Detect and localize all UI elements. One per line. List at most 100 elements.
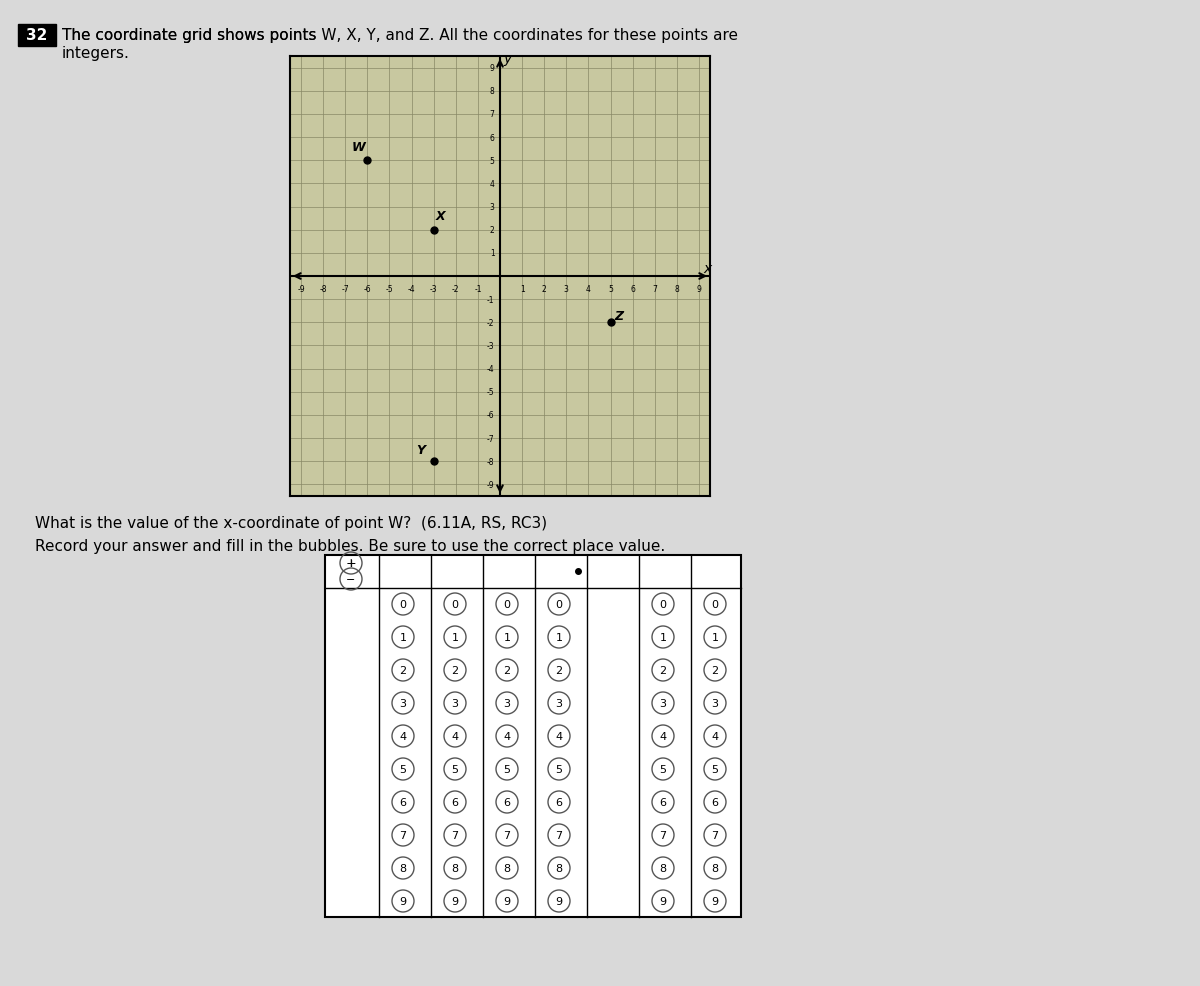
Text: 1: 1 xyxy=(660,632,666,642)
Text: 4: 4 xyxy=(556,732,563,741)
Text: 7: 7 xyxy=(504,830,510,840)
Text: X: X xyxy=(436,210,445,223)
Text: 3: 3 xyxy=(400,698,407,708)
Text: Z: Z xyxy=(614,310,624,322)
Text: 7: 7 xyxy=(653,285,658,294)
Text: -1: -1 xyxy=(474,285,481,294)
Text: 4: 4 xyxy=(712,732,719,741)
Text: 5: 5 xyxy=(712,764,719,774)
Text: 8: 8 xyxy=(712,863,719,874)
Text: 0: 0 xyxy=(400,599,407,609)
Text: 4: 4 xyxy=(586,285,590,294)
Text: 2: 2 xyxy=(660,666,666,675)
Text: 8: 8 xyxy=(674,285,679,294)
Text: 6: 6 xyxy=(400,798,407,808)
Text: 32: 32 xyxy=(26,29,48,43)
Text: 9: 9 xyxy=(696,285,701,294)
Text: 5: 5 xyxy=(451,764,458,774)
Text: 6: 6 xyxy=(504,798,510,808)
Text: 5: 5 xyxy=(400,764,407,774)
Text: 0: 0 xyxy=(660,599,666,609)
Text: 1: 1 xyxy=(490,249,494,258)
Text: 1: 1 xyxy=(400,632,407,642)
Text: -3: -3 xyxy=(430,285,438,294)
Text: 8: 8 xyxy=(490,87,494,97)
Text: Record your answer and fill in the bubbles. Be sure to use the correct place val: Record your answer and fill in the bubbl… xyxy=(35,539,665,554)
Text: W: W xyxy=(352,141,366,154)
Text: 9: 9 xyxy=(556,896,563,906)
Text: 3: 3 xyxy=(504,698,510,708)
Text: What is the value of the x-coordinate of point W?  (6.11A, RS, RC3): What is the value of the x-coordinate of… xyxy=(35,516,547,531)
Text: Y: Y xyxy=(416,444,425,457)
Text: -1: -1 xyxy=(487,296,494,305)
Text: 9: 9 xyxy=(490,64,494,73)
Text: 1: 1 xyxy=(451,632,458,642)
Text: -8: -8 xyxy=(487,458,494,466)
Text: +: + xyxy=(347,558,355,568)
Text: 8: 8 xyxy=(504,863,510,874)
Text: 2: 2 xyxy=(712,666,719,675)
Text: -7: -7 xyxy=(487,434,494,443)
Text: 7: 7 xyxy=(451,830,458,840)
Text: 3: 3 xyxy=(712,698,719,708)
Text: 1: 1 xyxy=(556,632,563,642)
Text: -3: -3 xyxy=(487,341,494,351)
Text: 6: 6 xyxy=(712,798,719,808)
Text: 9: 9 xyxy=(400,896,407,906)
Text: 5: 5 xyxy=(504,764,510,774)
Text: 9: 9 xyxy=(504,896,510,906)
Text: -9: -9 xyxy=(298,285,305,294)
Text: -8: -8 xyxy=(319,285,326,294)
Text: 2: 2 xyxy=(556,666,563,675)
Text: 9: 9 xyxy=(712,896,719,906)
Text: 4: 4 xyxy=(504,732,510,741)
Text: −: − xyxy=(347,575,355,585)
Text: 6: 6 xyxy=(556,798,563,808)
Text: integers.: integers. xyxy=(62,46,130,61)
Text: 6: 6 xyxy=(660,798,666,808)
Text: 4: 4 xyxy=(490,179,494,188)
Text: 8: 8 xyxy=(660,863,666,874)
Text: 7: 7 xyxy=(490,110,494,119)
Text: 0: 0 xyxy=(712,599,719,609)
Text: -6: -6 xyxy=(364,285,371,294)
Text: 3: 3 xyxy=(556,698,563,708)
Text: 2: 2 xyxy=(504,666,510,675)
Text: -6: -6 xyxy=(487,411,494,420)
Text: -5: -5 xyxy=(487,387,494,397)
Text: 2: 2 xyxy=(451,666,458,675)
Text: The coordinate grid shows points: The coordinate grid shows points xyxy=(62,29,322,43)
Text: 4: 4 xyxy=(451,732,458,741)
Text: -4: -4 xyxy=(487,365,494,374)
Text: 6: 6 xyxy=(490,133,494,142)
Text: -9: -9 xyxy=(487,480,494,489)
Text: x: x xyxy=(703,261,712,276)
Text: -2: -2 xyxy=(452,285,460,294)
Text: -7: -7 xyxy=(342,285,349,294)
Text: 7: 7 xyxy=(660,830,666,840)
Text: 3: 3 xyxy=(564,285,569,294)
Text: 9: 9 xyxy=(660,896,666,906)
Text: 7: 7 xyxy=(556,830,563,840)
Text: -4: -4 xyxy=(408,285,415,294)
Text: 1: 1 xyxy=(504,632,510,642)
Text: 7: 7 xyxy=(400,830,407,840)
Text: y: y xyxy=(504,52,512,66)
Text: 8: 8 xyxy=(451,863,458,874)
Text: -: - xyxy=(349,573,353,586)
Text: 5: 5 xyxy=(490,157,494,166)
Text: 4: 4 xyxy=(400,732,407,741)
Text: 2: 2 xyxy=(400,666,407,675)
Text: 3: 3 xyxy=(490,203,494,212)
Text: 3: 3 xyxy=(451,698,458,708)
Bar xyxy=(18,25,56,47)
Text: 8: 8 xyxy=(400,863,407,874)
Text: 5: 5 xyxy=(608,285,613,294)
Bar xyxy=(325,555,742,917)
Text: 7: 7 xyxy=(712,830,719,840)
Text: 1: 1 xyxy=(712,632,719,642)
Text: 4: 4 xyxy=(660,732,666,741)
Text: 2: 2 xyxy=(490,226,494,235)
Text: 5: 5 xyxy=(660,764,666,774)
Text: -2: -2 xyxy=(487,318,494,327)
